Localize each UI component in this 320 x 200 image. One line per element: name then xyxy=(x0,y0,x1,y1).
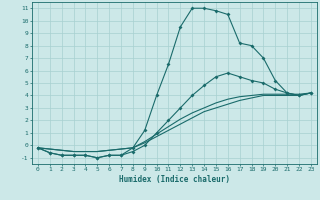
X-axis label: Humidex (Indice chaleur): Humidex (Indice chaleur) xyxy=(119,175,230,184)
